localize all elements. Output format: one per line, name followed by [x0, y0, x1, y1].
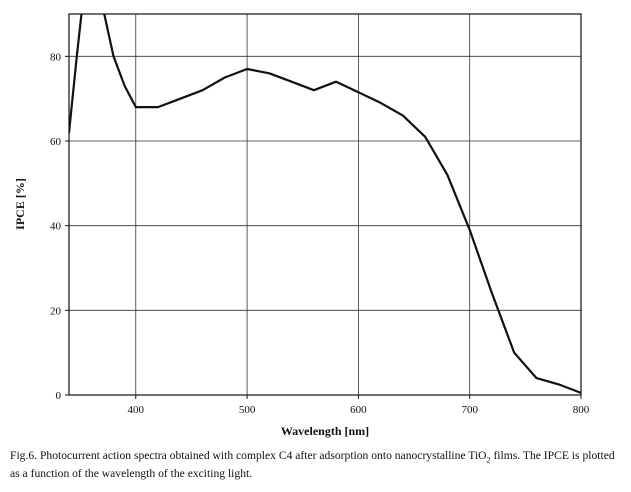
- x-axis-label: Wavelength [nm]: [281, 424, 369, 438]
- y-tick-label: 80: [50, 51, 62, 63]
- grid: [69, 14, 582, 396]
- caption-subscript: 2: [486, 455, 491, 465]
- x-tick-label: 500: [239, 404, 256, 416]
- x-tick-label: 400: [128, 404, 145, 416]
- y-tick-label: 20: [50, 305, 62, 317]
- y-axis-label: IPCE [%]: [13, 178, 27, 230]
- figure-caption: Fig.6. Photocurrent action spectra obtai…: [10, 449, 622, 481]
- y-tick-label: 60: [50, 136, 62, 148]
- x-tick-label: 800: [573, 404, 590, 416]
- caption-text-part1: Fig.6. Photocurrent action spectra obtai…: [10, 449, 487, 462]
- x-tick-label: 700: [461, 404, 478, 416]
- x-tick-label: 600: [350, 404, 367, 416]
- series: [69, 14, 581, 394]
- plot-frame: [68, 13, 582, 396]
- y-tick-label: 40: [50, 221, 62, 233]
- caption-text-part2: films. The IPCE is plotted as a function…: [10, 449, 615, 481]
- y-tick-label: 0: [56, 390, 62, 402]
- chart: 400 500 600 700 800 0 20 40 60 80 Wavelength [nm]…: [13, 13, 590, 438]
- ipce-series-line: [69, 14, 581, 394]
- ticks: 400 500 600 700 800 0 20 40 60 80: [50, 51, 590, 416]
